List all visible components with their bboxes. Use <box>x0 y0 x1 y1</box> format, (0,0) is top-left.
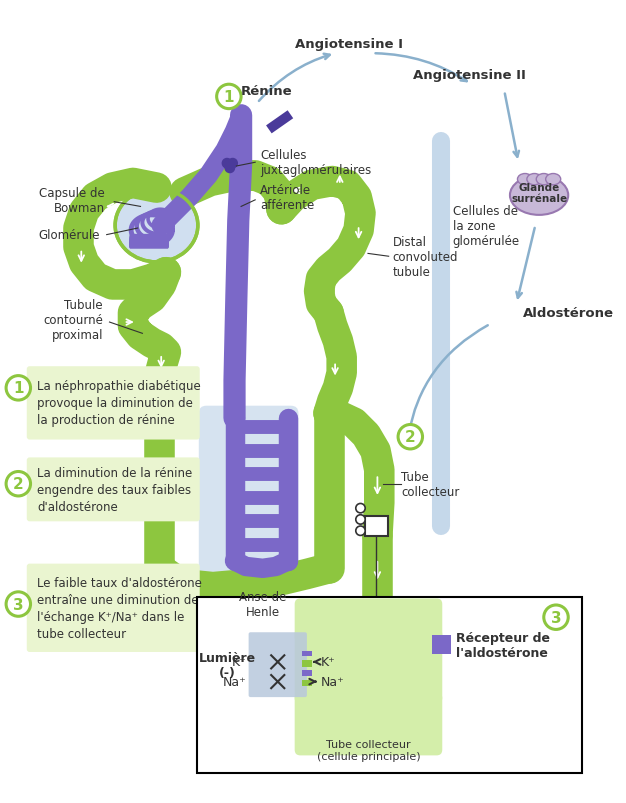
Ellipse shape <box>510 176 568 216</box>
Text: Na⁺: Na⁺ <box>321 675 345 688</box>
Text: Capsule de
Bowman: Capsule de Bowman <box>39 186 105 214</box>
FancyBboxPatch shape <box>295 692 442 756</box>
FancyBboxPatch shape <box>197 597 582 773</box>
FancyBboxPatch shape <box>27 458 200 522</box>
Text: 2: 2 <box>405 430 416 445</box>
Text: Récepteur de
l'aldostérone: Récepteur de l'aldostérone <box>456 632 550 659</box>
Text: Cellules de
la zone
glomérulée: Cellules de la zone glomérulée <box>453 205 520 247</box>
Text: Distal
convoluted
tubule: Distal convoluted tubule <box>393 235 458 279</box>
Text: Angiotensine I: Angiotensine I <box>295 39 403 51</box>
Bar <box>302 680 312 687</box>
Text: Rénine: Rénine <box>240 85 292 98</box>
FancyBboxPatch shape <box>295 599 442 642</box>
Text: Cellules
juxtaglomérulaires: Cellules juxtaglomérulaires <box>260 149 371 177</box>
Text: La diminution de la rénine
engendre des taux faibles
d'aldostérone: La diminution de la rénine engendre des … <box>37 467 192 513</box>
Text: La néphropathie diabétique
provoque la diminution de
la production de rénine: La néphropathie diabétique provoque la d… <box>37 380 201 427</box>
Ellipse shape <box>115 190 198 263</box>
Circle shape <box>222 159 232 169</box>
Text: Aldostérone: Aldostérone <box>523 307 614 320</box>
Circle shape <box>6 592 31 617</box>
Text: Artériole
afférente: Artériole afférente <box>260 184 314 212</box>
Text: 1: 1 <box>13 381 24 396</box>
Text: K⁺: K⁺ <box>232 655 247 669</box>
Circle shape <box>6 472 31 496</box>
Bar <box>302 671 312 676</box>
Ellipse shape <box>546 174 561 185</box>
Bar <box>432 635 451 654</box>
Bar <box>365 516 387 536</box>
FancyBboxPatch shape <box>295 629 442 703</box>
Text: 2: 2 <box>13 477 24 491</box>
Text: Le faible taux d'aldostérone
entraîne une diminution de
l'échange K⁺/Na⁺ dans le: Le faible taux d'aldostérone entraîne un… <box>37 576 202 640</box>
FancyBboxPatch shape <box>27 367 200 440</box>
Text: Anse de
Henle: Anse de Henle <box>239 590 287 618</box>
FancyBboxPatch shape <box>199 406 299 585</box>
Text: Tube
collecteur: Tube collecteur <box>401 470 459 498</box>
Circle shape <box>217 85 241 109</box>
Circle shape <box>225 164 235 173</box>
Text: 3: 3 <box>13 597 24 612</box>
Circle shape <box>356 527 365 536</box>
FancyBboxPatch shape <box>249 633 307 697</box>
Text: Angiotensine II: Angiotensine II <box>413 69 526 82</box>
Text: Lumière
(-): Lumière (-) <box>198 651 255 679</box>
Text: Tube collecteur
(cellule principale): Tube collecteur (cellule principale) <box>317 739 420 760</box>
Ellipse shape <box>536 174 552 185</box>
Bar <box>302 660 312 666</box>
Text: Tubule
contourné
proximal: Tubule contourné proximal <box>43 299 103 341</box>
Circle shape <box>228 159 237 169</box>
Text: 3: 3 <box>551 610 562 625</box>
Circle shape <box>398 425 423 450</box>
Bar <box>302 650 312 656</box>
Text: Glande
surrénale: Glande surrénale <box>511 182 567 204</box>
Text: K⁺: K⁺ <box>321 655 336 669</box>
Circle shape <box>544 605 568 630</box>
Text: Glomérule: Glomérule <box>39 229 100 242</box>
Circle shape <box>356 515 365 524</box>
Ellipse shape <box>527 174 542 185</box>
Text: Na⁺: Na⁺ <box>223 675 247 688</box>
FancyBboxPatch shape <box>27 564 200 652</box>
Ellipse shape <box>518 174 533 185</box>
Circle shape <box>356 503 365 513</box>
Text: 1: 1 <box>223 90 234 105</box>
Circle shape <box>6 376 31 401</box>
